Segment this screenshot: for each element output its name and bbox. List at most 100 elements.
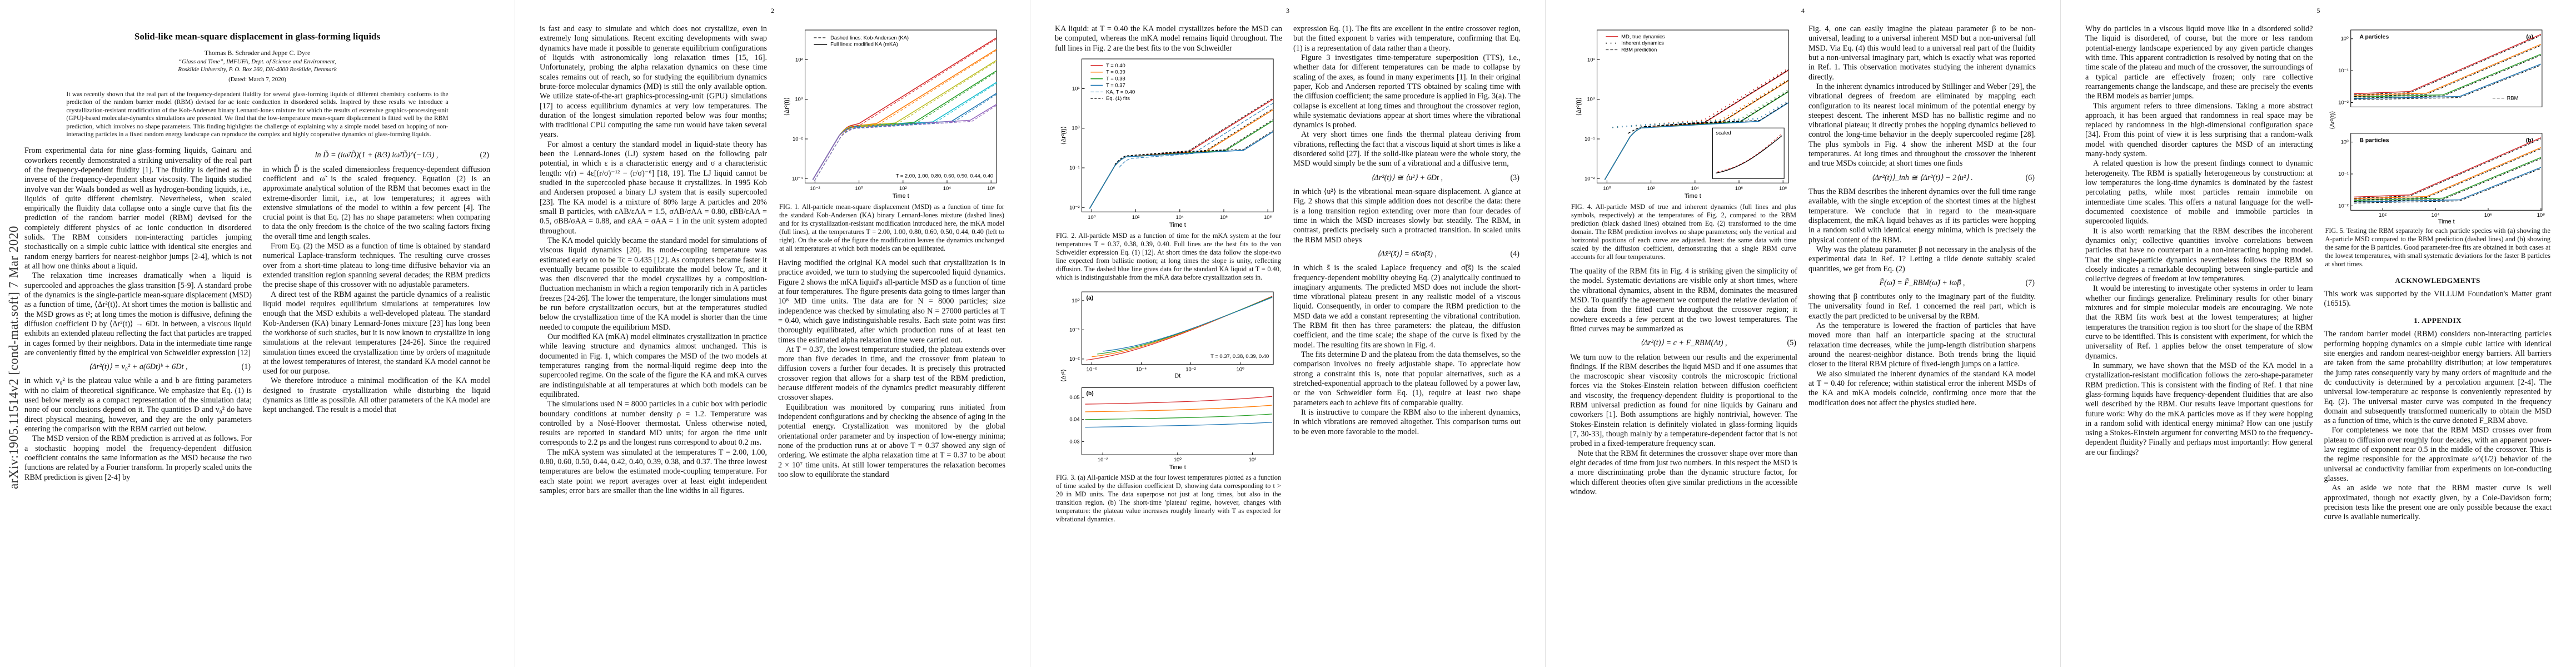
svg-text:MD, true dynamics: MD, true dynamics <box>1621 33 1665 39</box>
fig5-ytick-b: 10⁻¹ <box>2339 171 2349 177</box>
fig1-legend-dashed: Dashed lines: Kob-Andersen (KA) <box>830 34 909 41</box>
body-paragraph: The mKA system was simulated at the temp… <box>540 447 767 495</box>
fig3-curves-a <box>1085 296 1272 361</box>
page2-left-column: is fast and easy to simulate and which d… <box>540 24 767 496</box>
body-paragraph: In the inherent dynamics introduced by S… <box>1808 82 2036 168</box>
equation-3: ⟨Δr²(t)⟩ ≅ ⟨u²⟩ + 6Dt , (3) <box>1371 173 1519 182</box>
fig1-curves-mka <box>812 37 997 180</box>
body-paragraph: The fits determine D and the plateau fro… <box>1293 350 1521 407</box>
body-paragraph: Having modified the original KA model su… <box>778 258 1005 345</box>
fig3-xlabel-a: Dt <box>1174 372 1180 379</box>
paper-authors: Thomas B. Schrøder and Jeppe C. Dyre <box>204 49 311 57</box>
equation-5: ⟨Δr²(t)⟩ = c + F_RBM(Λt) , (5) <box>1640 339 1796 348</box>
fig1-ytick: 10⁰ <box>795 96 803 102</box>
fig2-xtick: 10⁰ <box>1088 214 1095 220</box>
equation-number: (3) <box>1510 173 1519 182</box>
body-paragraph: Equilibration was monitored by comparing… <box>778 402 1005 479</box>
fig1-ytick: 10² <box>795 56 803 62</box>
fig4-inset-curve-md <box>1715 135 1782 174</box>
body-paragraph: A direct test of the RBM against the par… <box>263 290 490 376</box>
body-paragraph: Why do particles in a viscous liquid mov… <box>2085 24 2313 101</box>
page4-right-column: Fig. 4, one can easily imagine the plate… <box>1808 24 2036 497</box>
fig3-xlabel-b: Time t <box>1169 464 1185 471</box>
acknowledgments-heading: ACKNOWLEDGMENTS <box>2395 276 2480 285</box>
svg-text:T = 0.38: T = 0.38 <box>1106 76 1125 82</box>
body-paragraph: From Eq. (2) the MSD as a function of ti… <box>263 242 490 290</box>
body-paragraph: KA liquid: at T = 0.40 the KA model crys… <box>1055 24 1282 53</box>
body-paragraph: At very short times one finds the therma… <box>1293 130 1521 168</box>
svg-text:T = 0.37: T = 0.37 <box>1106 82 1125 88</box>
body-paragraph: in which v₀² is the plateau value while … <box>24 376 252 434</box>
figure-2-chart: 10⁰ 10² 10⁴ 10⁶ 10⁸ 10⁻² 10⁻¹ 10⁰ 10¹ Ti… <box>1060 58 1274 228</box>
figure-3-chart: 10⁻⁶ 10⁻⁴ 10⁻² 10⁰ 10⁰ 10⁻¹ 10⁻² Dt (a) … <box>1060 291 1274 471</box>
equation-number: (2) <box>480 151 489 160</box>
body-paragraph: Note that the RBM fit determines the cro… <box>1570 449 1797 496</box>
fig3-xtick-b: 10⁻² <box>1097 456 1108 462</box>
fig1-xtick: 10⁴ <box>943 185 950 191</box>
body-paragraph: Thus the RBM describes the inherent dyna… <box>1808 187 2036 245</box>
fig3-ytick-a: 10⁻² <box>1069 356 1080 362</box>
fig5-xtick: 10⁸ <box>2537 212 2545 218</box>
fig3-xtick-a: 10⁻⁶ <box>1086 366 1097 372</box>
body-paragraph: The relaxation time increases dramatical… <box>24 271 252 357</box>
figure-4-chart: 10⁰ 10² 10⁴ 10⁶ 10⁸ 10⁻² 10⁻¹ 10⁰ 10¹ Ti… <box>1575 29 1789 200</box>
fig1-ylabel: ⟨Δr²(t)⟩ <box>783 97 790 116</box>
svg-text:T = 0.39: T = 0.39 <box>1106 69 1125 75</box>
body-paragraph: is fast and easy to simulate and which d… <box>540 24 767 140</box>
figure-5-caption: FIG. 5. Testing the RBM separately for e… <box>2325 227 2551 268</box>
page-1: arXiv:1905.11514v2 [cond-mat.soft] 7 Mar… <box>0 0 515 667</box>
page2-right-column: 10⁻² 10⁰ 10² 10⁴ 10⁶ 10⁻⁴ 10⁻² 10⁰ 10² T… <box>778 24 1005 496</box>
fig5-ylabel: ⟨Δr²(t)⟩ <box>2329 111 2336 129</box>
page5-left-column: Why do particles in a viscous liquid mov… <box>2085 24 2313 522</box>
fig5-xtick: 10⁴ <box>2431 212 2439 218</box>
fig5-panel-b-tag: (b) <box>2526 138 2533 144</box>
fig2-ytick: 10⁻² <box>1069 204 1080 210</box>
fig5-ytick-b: 10⁰ <box>2341 139 2349 145</box>
arxiv-stamp: arXiv:1905.11514v2 [cond-mat.soft] 7 Mar… <box>7 226 21 489</box>
page5-right-column: 10⁰ 10⁻¹ 10⁻² A particles (a) <box>2324 24 2552 522</box>
fig4-ytick: 10⁰ <box>1587 96 1595 102</box>
page-number: 4 <box>1801 7 1805 14</box>
figure-5-chart: 10⁰ 10⁻¹ 10⁻² A particles (a) <box>2329 29 2545 225</box>
fig3-ytick-b: 0.03 <box>1069 438 1079 444</box>
equation-number: (7) <box>2025 278 2035 287</box>
body-paragraph: For almost a century the standard model … <box>540 140 767 236</box>
page3-left-column: KA liquid: at T = 0.40 the KA model crys… <box>1055 24 1282 529</box>
fig5-rbm-b <box>2354 138 2542 203</box>
fig3-ytick-a: 10⁰ <box>1072 297 1079 303</box>
fig3-curves-b <box>1085 396 1272 428</box>
fig2-xtick: 10² <box>1132 214 1139 220</box>
body-paragraph: The random barrier model (RBM) considers… <box>2324 330 2552 426</box>
page1-right-column: ln D̃ = (iω̃/D̃)(1 + (8/3) iω̃/D̃)^(−1/3… <box>263 146 490 482</box>
fig3-note: T = 0.37, 0.38, 0.39, 0.40 <box>1210 353 1269 359</box>
affiliation-line-1: “Glass and Time”, IMFUFA, Dept. of Scien… <box>178 58 337 65</box>
fig1-curves-ka <box>814 38 996 181</box>
equation-number: (1) <box>241 362 251 372</box>
fig1-legend-full: Full lines: modified KA (mKA) <box>830 41 898 47</box>
fig5-ytick-a: 10⁻¹ <box>2339 67 2349 73</box>
body-paragraph: The KA model quickly became the standard… <box>540 236 767 332</box>
body-paragraph: As the temperature is lowered the fracti… <box>1808 321 2036 369</box>
body-paragraph: The quality of the RBM fits in Fig. 4 is… <box>1570 267 1797 334</box>
body-paragraph: It is also worth remarking that the RBM … <box>2085 226 2313 284</box>
fig4-xtick: 10⁰ <box>1603 185 1611 191</box>
fig3-xtick-a: 10⁻⁴ <box>1135 366 1146 372</box>
equation-1: ⟨Δr²(t)⟩ = v₀² + a(6Dt)ᵇ + 6Dt , (1) <box>88 362 251 372</box>
fig5-panel-a-tag: (a) <box>2527 34 2534 41</box>
fig2-ytick: 10⁰ <box>1072 125 1079 131</box>
page-2: 2 is fast and easy to simulate and which… <box>515 0 1030 667</box>
body-paragraph: The MSD version of the RBM prediction is… <box>24 434 252 482</box>
fig4-xlabel: Time t <box>1684 193 1701 200</box>
fig5-legend-rbm: RBM <box>2507 95 2519 101</box>
svg-text:RBM prediction: RBM prediction <box>1621 47 1657 53</box>
figure-1-chart: 10⁻² 10⁰ 10² 10⁴ 10⁶ 10⁻⁴ 10⁻² 10⁰ 10² T… <box>783 29 997 200</box>
body-paragraph: At T = 0.37, the lowest temperature stud… <box>778 345 1005 402</box>
fig3-ytick-b: 0.04 <box>1069 416 1079 422</box>
fig2-xtick: 10⁴ <box>1175 214 1183 220</box>
body-paragraph: showing that β contributes only to the i… <box>1808 292 2036 321</box>
fig2-xtick: 10⁸ <box>1263 214 1271 220</box>
fig5-xtick: 10⁶ <box>2484 212 2492 218</box>
fig4-inherent-symbols <box>1612 68 1788 128</box>
figure-5: 10⁰ 10⁻¹ 10⁻² A particles (a) <box>2324 26 2552 225</box>
fig2-curves <box>1089 98 1274 209</box>
